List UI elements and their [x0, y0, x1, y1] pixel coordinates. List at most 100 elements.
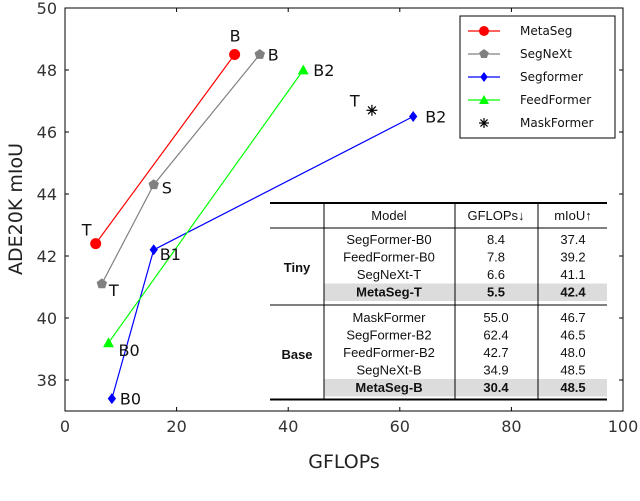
legend-label-segnext: SegNeXt — [520, 47, 572, 61]
point-label-segformer: B1 — [160, 245, 181, 264]
series-segnext — [96, 49, 265, 289]
x-tick-label: 100 — [608, 417, 639, 436]
legend: MetaSeg SegNeXt Segformer FeedFormer MaskFor… — [459, 15, 616, 139]
x-tick-label: 20 — [166, 417, 186, 436]
point-label-metaseg: T — [81, 221, 92, 240]
data-point-metaseg — [229, 49, 241, 60]
table-cell-gflops: 55.0 — [483, 310, 508, 325]
series-metaseg — [90, 49, 241, 250]
x-axis-label: GFLOPs — [308, 451, 380, 473]
x-tick-label: 0 — [60, 417, 70, 436]
point-label-segformer: B2 — [425, 108, 446, 127]
data-point-feedformer — [297, 64, 309, 75]
table-cell-gflops: 62.4 — [483, 328, 508, 343]
legend-item-feedformer: FeedFormer — [468, 93, 591, 107]
legend-marker-segformer — [480, 72, 488, 82]
highlight-row-bg — [324, 283, 607, 301]
y-tick-label: 38 — [37, 371, 57, 390]
point-label-segnext: B — [268, 46, 279, 65]
table-cell-miou: 48.5 — [560, 363, 585, 378]
table-cell-model: FeedFormer-B0 — [343, 250, 435, 265]
table-cell-model: SegNeXt-B — [356, 363, 421, 378]
data-point-metaseg — [90, 238, 102, 250]
series-layer — [90, 49, 418, 405]
results-table: Model GFLOPs↓ mIoU↑ SegFormer-B0 8.4 37.4 Feed… — [270, 202, 607, 401]
table-cell-gflops: 42.7 — [483, 345, 508, 360]
table-cell-miou: 39.2 — [560, 250, 585, 265]
y-tick-label: 46 — [37, 123, 57, 142]
table-cell-miou: 46.7 — [560, 310, 585, 325]
y-axis-label: ADE20K mIoU — [5, 143, 27, 275]
point-label-metaseg: B — [230, 27, 241, 46]
legend-label-feedformer: FeedFormer — [520, 93, 591, 107]
legend-marker-feedformer — [479, 95, 489, 104]
table-cell-model: SegNeXt-T — [357, 267, 421, 282]
legend-item-maskformer: MaskFormer — [479, 116, 594, 130]
legend-item-metaseg: MetaSeg — [468, 24, 572, 38]
series-segformer — [107, 111, 418, 405]
table-cell-miou: 37.4 — [560, 232, 585, 247]
legend-marker-segnext — [479, 49, 489, 58]
table-cell-gflops: 6.6 — [487, 267, 505, 282]
x-tick-label: 60 — [390, 417, 410, 436]
table-cell-gflops: 34.9 — [483, 363, 508, 378]
data-point-feedformer — [103, 337, 115, 348]
table-cell-model: SegFormer-B2 — [346, 328, 431, 343]
axes: 0 20 40 60 80 100 38 40 42 44 46 48 50 — [37, 0, 639, 436]
data-point-segformer — [149, 244, 158, 256]
series-feedformer — [103, 64, 309, 348]
data-point-segformer — [409, 111, 418, 122]
series-line-metaseg — [95, 54, 236, 244]
y-tick-label: 48 — [37, 61, 57, 80]
y-tick-label: 44 — [37, 185, 57, 204]
table-cell-model: MetaSeg-B — [355, 380, 422, 395]
table-group-label: Tiny — [284, 260, 311, 275]
table-cell-miou: 46.5 — [560, 328, 585, 343]
legend-marker-maskformer — [479, 118, 489, 128]
series-maskformer — [366, 104, 378, 116]
table-cell-miou: 42.4 — [560, 285, 586, 300]
plot-frame — [64, 7, 624, 412]
table-cell-model: SegFormer-B0 — [346, 232, 431, 247]
x-tick-label: 80 — [501, 417, 521, 436]
legend-marker-metaseg — [479, 26, 489, 36]
table-cell-gflops: 7.8 — [487, 250, 505, 265]
point-label-segnext: T — [108, 281, 119, 300]
table-header-cell: GFLOPs↓ — [467, 208, 524, 223]
point-label-segformer: B0 — [120, 390, 141, 409]
data-point-segnext — [96, 278, 108, 289]
data-point-segnext — [148, 179, 159, 190]
table-cell-gflops: 5.5 — [487, 285, 505, 300]
point-label-maskformer: T — [349, 91, 360, 110]
y-tick-label: 50 — [37, 0, 57, 18]
table-cell-miou: 48.0 — [560, 345, 585, 360]
table-cell-gflops: 8.4 — [487, 232, 505, 247]
point-labels: T B T S B B0 B1 B2 B0 B2 T — [81, 27, 447, 409]
legend-item-segformer: Segformer — [468, 70, 583, 84]
series-line-feedformer — [108, 69, 304, 344]
data-point-segnext — [254, 49, 265, 59]
point-label-segnext: S — [162, 179, 172, 198]
table-cell-model: MaskFormer — [353, 310, 427, 325]
data-point-segformer — [107, 393, 116, 405]
legend-label-segformer: Segformer — [520, 70, 583, 84]
legend-item-segnext: SegNeXt — [468, 47, 572, 61]
point-label-feedformer: B2 — [313, 61, 334, 80]
table-group-label: Base — [281, 347, 312, 362]
table-header-cell: mIoU↑ — [554, 208, 592, 223]
point-label-feedformer: B0 — [119, 341, 140, 360]
y-tick-label: 42 — [37, 247, 57, 266]
legend-label-maskformer: MaskFormer — [520, 116, 594, 130]
data-point-maskformer — [366, 104, 378, 116]
table-cell-model: FeedFormer-B2 — [343, 345, 435, 360]
table-header-cell: Model — [371, 208, 407, 223]
x-tick-label: 40 — [278, 417, 298, 436]
table-cell-model: MetaSeg-T — [356, 285, 422, 300]
table-cell-miou: 48.5 — [560, 380, 585, 395]
table-cell-gflops: 30.4 — [483, 380, 509, 395]
y-tick-label: 40 — [37, 309, 57, 328]
table-cell-miou: 41.1 — [560, 267, 585, 282]
highlight-row-bg — [324, 379, 607, 397]
legend-label-metaseg: MetaSeg — [520, 24, 572, 38]
